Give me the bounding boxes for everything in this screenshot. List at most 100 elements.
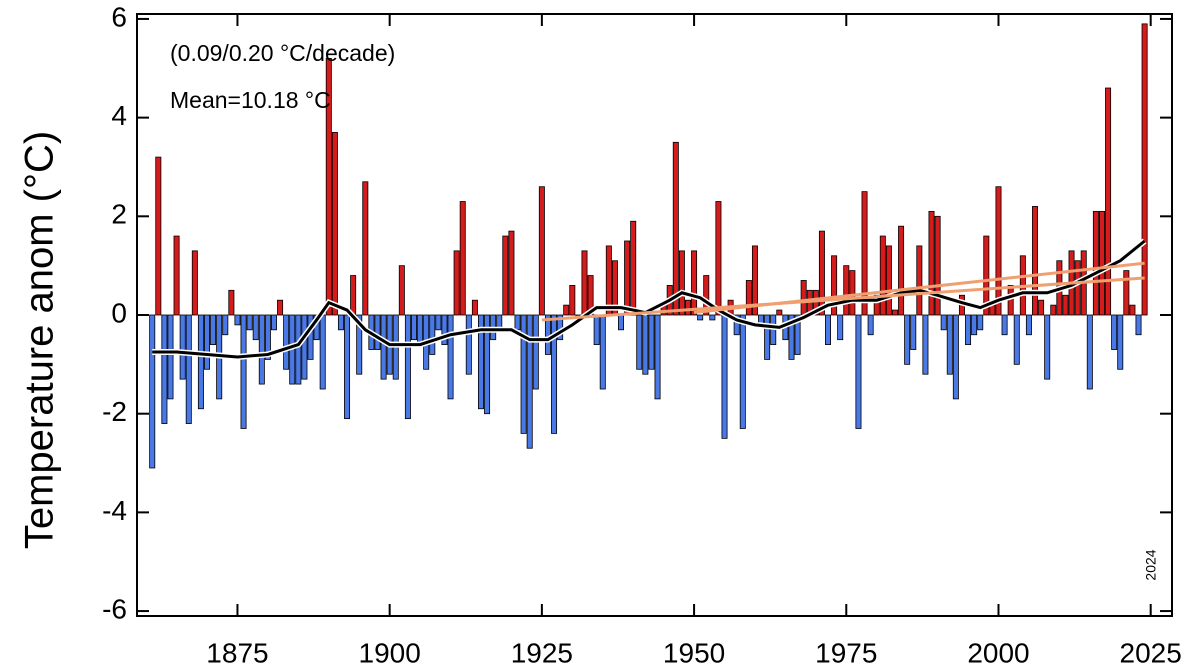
bar [197, 314, 204, 410]
bar [1062, 294, 1069, 316]
bar [721, 314, 728, 439]
trend-line [693, 261, 1145, 315]
y-tick-label: -6 [102, 593, 127, 624]
bar [398, 265, 405, 316]
bar [520, 314, 527, 434]
bar [599, 314, 606, 390]
bar [179, 314, 186, 380]
bar [672, 141, 679, 316]
bar [252, 314, 259, 341]
bar [264, 314, 271, 360]
plot-area [149, 23, 1148, 469]
bar [429, 314, 436, 355]
bar [453, 250, 460, 316]
bar [861, 191, 868, 316]
bar [502, 235, 509, 316]
bar [563, 304, 570, 316]
bar [946, 314, 953, 375]
bar [307, 314, 314, 360]
bar [1050, 304, 1057, 316]
bar [569, 284, 576, 316]
y-axis-label: Temperature anom (°C) [18, 131, 62, 549]
bar [648, 314, 655, 370]
bar [258, 314, 265, 385]
bar [995, 186, 1002, 316]
bar [654, 314, 661, 400]
bar [532, 314, 539, 390]
bar [934, 215, 941, 316]
trend-line [541, 276, 1145, 322]
bar [167, 314, 174, 400]
bar [337, 314, 344, 331]
bar [380, 314, 387, 380]
bar [1129, 304, 1136, 316]
bar [910, 314, 917, 350]
bar [161, 314, 168, 424]
bar [709, 314, 716, 321]
bar [916, 245, 923, 316]
bar [484, 314, 491, 415]
bar [447, 314, 454, 400]
bar [818, 230, 825, 316]
bar [636, 314, 643, 370]
bar [1001, 314, 1008, 336]
bar [551, 314, 558, 434]
y-tick-label: 0 [111, 297, 127, 328]
trend-annotation: (0.09/0.20 °C/decade) [170, 40, 395, 66]
bar [891, 309, 898, 316]
bar [222, 314, 229, 336]
bar [843, 265, 850, 316]
bar [1086, 314, 1093, 390]
bar [928, 210, 935, 316]
y-tick-label: 4 [111, 100, 127, 131]
bar [703, 275, 710, 316]
bar [1105, 87, 1112, 316]
bar [538, 186, 545, 316]
bar [1117, 314, 1124, 370]
y-tick-label: -2 [102, 396, 127, 427]
bar [624, 240, 631, 316]
bar [788, 314, 795, 360]
bar [1098, 210, 1105, 316]
bar [277, 299, 284, 316]
bar [1123, 270, 1130, 316]
bar [940, 314, 947, 331]
bar [776, 309, 783, 316]
bar [526, 314, 533, 449]
bar [581, 250, 588, 316]
bar [794, 314, 801, 355]
bar [240, 314, 247, 429]
bar [879, 235, 886, 316]
bar [234, 314, 241, 326]
bar [228, 289, 235, 316]
bar [435, 314, 442, 331]
bar [642, 314, 649, 375]
bar [1074, 260, 1081, 316]
bar [684, 299, 691, 316]
bar [898, 225, 905, 316]
bar [751, 245, 758, 316]
bar [465, 314, 472, 375]
bar [630, 220, 637, 316]
bar [404, 314, 411, 420]
bar [965, 314, 972, 346]
bar [149, 314, 156, 469]
bar [1141, 23, 1148, 316]
x-tick-label: 1900 [359, 637, 421, 668]
bar [155, 156, 162, 316]
bar [459, 201, 466, 316]
bar [471, 299, 478, 316]
bar [678, 250, 685, 316]
bar [837, 314, 844, 341]
mean-annotation: Mean=10.18 °C [170, 87, 331, 113]
bar [1007, 284, 1014, 316]
bar [191, 250, 198, 316]
bar [173, 235, 180, 316]
bar [344, 314, 351, 420]
bar [739, 314, 746, 429]
bar [812, 289, 819, 316]
bar [417, 314, 424, 346]
y-tick-label: -4 [102, 495, 127, 526]
bar [374, 314, 381, 350]
bar [952, 314, 959, 400]
